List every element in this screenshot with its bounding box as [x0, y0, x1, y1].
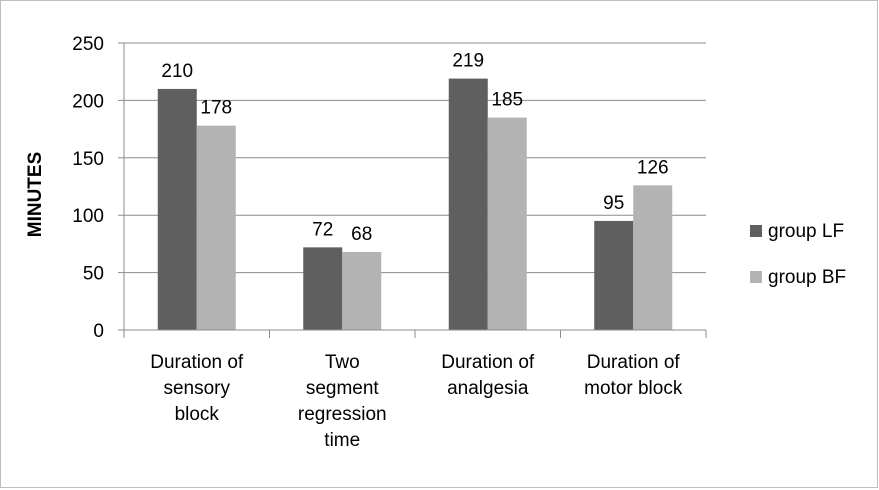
legend-swatch: [750, 225, 762, 237]
bar-group-lf: [594, 220, 634, 330]
bars: [157, 78, 673, 331]
bar-group-bf: [342, 251, 382, 330]
x-tick-label: Two segment regression time: [298, 352, 387, 451]
legend-label: group LF: [768, 221, 844, 242]
y-tick-label: 0: [93, 321, 104, 342]
y-tick-label: 50: [83, 264, 104, 285]
x-tick-labels: Duration of sensory block Two segment regress…: [150, 352, 683, 451]
bar-group-lf: [448, 78, 488, 330]
data-label: 210: [161, 61, 193, 82]
data-label: 126: [637, 157, 669, 178]
data-label: 95: [603, 193, 624, 214]
bar-group-bf: [633, 185, 673, 330]
legend-label: group BF: [768, 267, 846, 288]
data-label: 68: [351, 224, 372, 245]
y-tick-label: 250: [72, 34, 104, 55]
y-tick-label: 150: [72, 149, 104, 170]
y-axis-title: MINUTES: [25, 152, 46, 238]
legend-swatch: [750, 271, 762, 283]
x-tick-label: Duration of analgesia: [441, 352, 535, 399]
legend: group LF group BF: [750, 221, 846, 288]
data-label: 178: [200, 98, 232, 119]
data-label: 219: [452, 51, 484, 72]
x-tick-label: Duration of motor block: [584, 352, 683, 399]
axes: [118, 42, 707, 338]
y-tick-label: 200: [72, 91, 104, 112]
bar-group-lf: [157, 88, 197, 330]
data-label: 185: [491, 90, 523, 111]
x-tick-label: Duration of sensory block: [150, 352, 244, 425]
data-label: 72: [312, 219, 333, 240]
y-tick-label: 100: [72, 206, 104, 227]
bar-group-bf: [487, 117, 527, 331]
bar-group-bf: [196, 125, 236, 330]
bar-group-lf: [303, 247, 343, 330]
data-labels: 210 178 72 68 219 185 95 126: [161, 51, 668, 245]
y-tick-labels: 0 50 100 150 200 250: [72, 34, 104, 342]
